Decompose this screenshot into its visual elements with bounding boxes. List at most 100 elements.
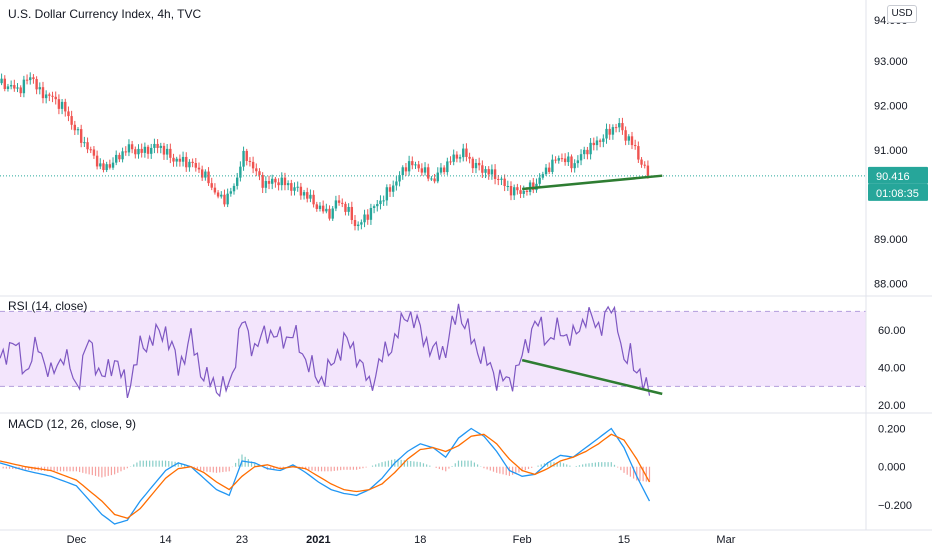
- candle: [341, 198, 344, 208]
- candle: [130, 140, 134, 154]
- candle: [309, 189, 312, 203]
- time-tick-label: Dec: [67, 534, 87, 546]
- candle: [538, 173, 541, 187]
- candle: [210, 177, 213, 191]
- candle: [54, 91, 57, 105]
- candle: [608, 124, 611, 140]
- rsi-axis[interactable]: 60.00 40.00 20.00: [878, 325, 906, 412]
- macd-pane[interactable]: MACD (12, 26, close, 9): [0, 417, 651, 525]
- price-tick-label: 88.000: [874, 278, 908, 290]
- macd-line: [0, 427, 651, 525]
- candle: [9, 80, 13, 90]
- candle: [67, 106, 70, 122]
- candle: [35, 76, 38, 95]
- candle: [165, 143, 169, 160]
- candle: [643, 161, 646, 169]
- candle: [592, 137, 595, 151]
- candle: [605, 123, 608, 144]
- candle: [207, 167, 210, 186]
- candle: [372, 204, 376, 214]
- time-tick-label: Feb: [513, 534, 532, 546]
- candle: [153, 138, 156, 154]
- candle: [624, 126, 627, 146]
- candle: [366, 209, 369, 225]
- price-pane[interactable]: U.S. Dollar Currency Index, 4h, TVC: [0, 7, 866, 231]
- candle: [563, 153, 567, 166]
- rsi-pane[interactable]: RSI (14, close): [0, 299, 866, 399]
- time-axis[interactable]: Dec 14 23 2021 18 Feb 15 Mar: [67, 534, 736, 546]
- candle: [140, 143, 143, 158]
- last-price-badge: 90.416 01:08:35: [868, 166, 928, 201]
- candle: [162, 142, 166, 160]
- candle: [325, 203, 328, 214]
- candle: [474, 158, 478, 174]
- candle: [404, 162, 408, 176]
- candle: [385, 184, 389, 206]
- candle: [344, 201, 347, 216]
- price-support-trendline: [522, 174, 663, 191]
- pane-dividers: [0, 0, 932, 531]
- candle: [41, 81, 45, 104]
- candle: [512, 184, 516, 200]
- candle: [586, 146, 589, 160]
- candle: [503, 174, 506, 192]
- candle: [321, 200, 325, 214]
- candle: [19, 85, 22, 97]
- candle: [200, 165, 204, 181]
- candle: [557, 155, 560, 164]
- candle: [51, 91, 54, 103]
- candle: [293, 182, 296, 196]
- candle: [360, 219, 363, 230]
- candle: [220, 191, 223, 199]
- candle: [111, 157, 115, 170]
- candle: [99, 158, 102, 170]
- candle: [532, 178, 535, 194]
- candle: [296, 181, 299, 192]
- candle: [22, 75, 26, 98]
- price-tick-label: 91.000: [874, 145, 908, 157]
- candle: [328, 205, 331, 221]
- candle: [436, 167, 439, 184]
- candle: [554, 156, 557, 164]
- candle: [573, 159, 576, 173]
- candle: [452, 149, 455, 166]
- candle: [95, 150, 99, 170]
- candle: [38, 82, 41, 95]
- candle: [497, 174, 500, 186]
- candle: [290, 179, 293, 196]
- candle: [411, 156, 414, 170]
- currency-button[interactable]: USD: [887, 5, 917, 23]
- candle: [407, 155, 411, 176]
- candle: [79, 124, 83, 148]
- candle: [560, 153, 564, 162]
- time-tick-label: 23: [236, 534, 248, 546]
- candle: [146, 144, 150, 159]
- candle: [516, 183, 519, 195]
- candle: [462, 143, 465, 162]
- candle: [169, 143, 172, 164]
- candle: [353, 215, 357, 231]
- candle: [630, 131, 634, 150]
- candle: [379, 195, 382, 210]
- rsi-pane-title: RSI (14, close): [8, 299, 87, 313]
- candle: [44, 90, 48, 104]
- candle: [232, 183, 236, 195]
- candle: [646, 160, 650, 179]
- macd-axis[interactable]: 0.200 0.000 −0.200: [878, 424, 912, 512]
- candle: [570, 154, 573, 173]
- candle: [439, 163, 443, 175]
- candle: [312, 190, 315, 208]
- candle: [277, 178, 280, 191]
- macd-histogram: [2, 454, 651, 482]
- candle: [423, 162, 427, 176]
- candle: [541, 171, 545, 180]
- candle: [551, 154, 554, 175]
- candle: [13, 79, 16, 92]
- time-tick-label: 15: [618, 534, 630, 546]
- candle: [181, 151, 185, 167]
- candle: [70, 110, 73, 130]
- candle: [417, 160, 420, 172]
- candle: [248, 157, 252, 167]
